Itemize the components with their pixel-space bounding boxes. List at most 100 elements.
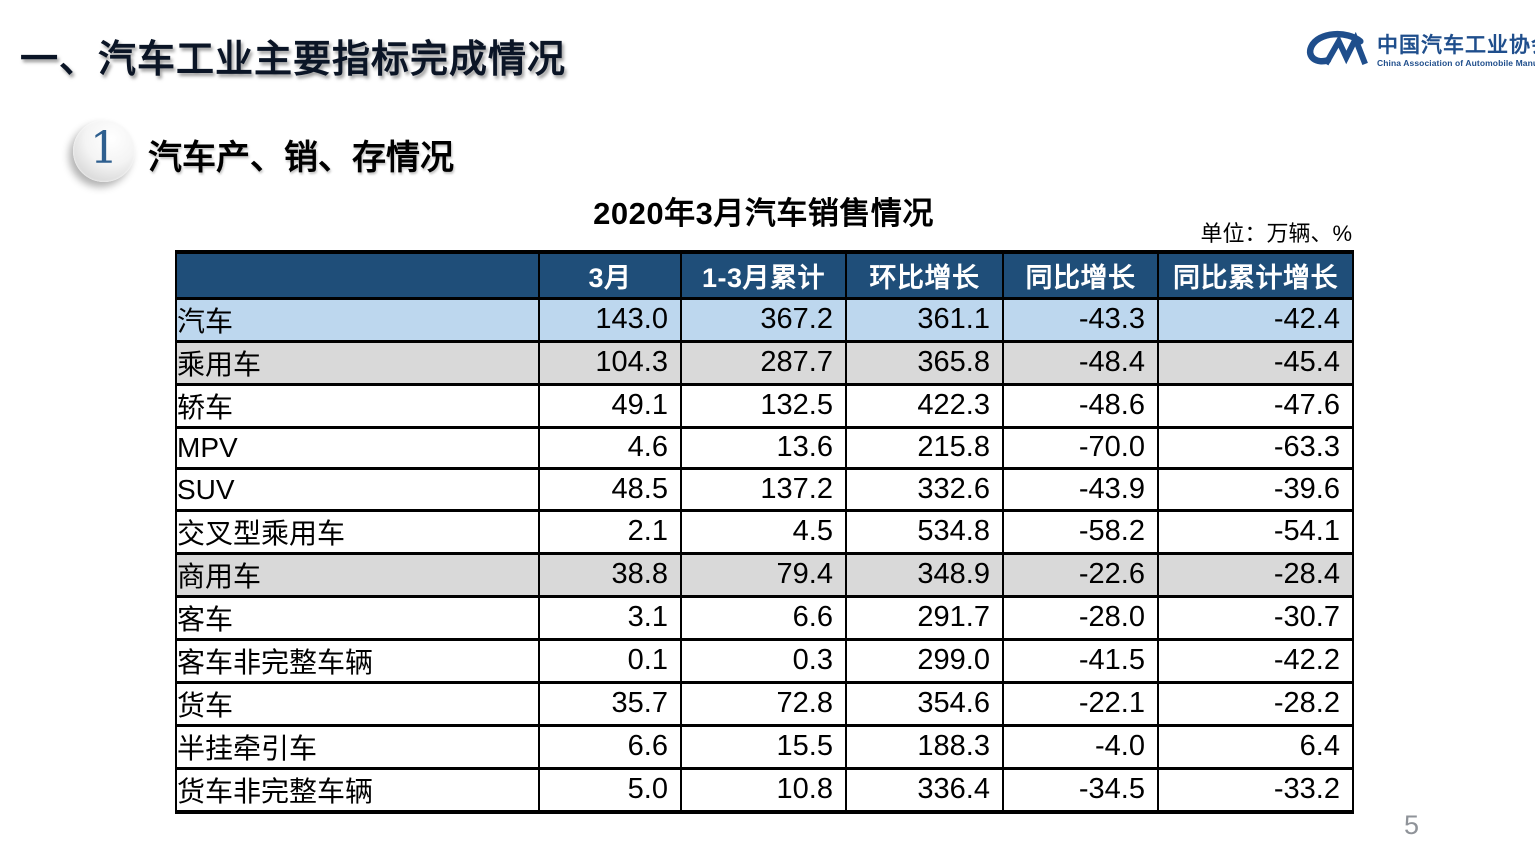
cell-value: 348.9 [845, 553, 1004, 598]
cell-value: -22.6 [1002, 553, 1159, 598]
cell-value: 79.4 [680, 553, 847, 598]
cell-value: 361.1 [845, 298, 1004, 343]
cell-value: -33.2 [1157, 768, 1354, 814]
table-row: 乘用车 104.3 287.7 365.8 -48.4 -45.4 [175, 341, 1354, 386]
table-row: 汽车 143.0 367.2 361.1 -43.3 -42.4 [175, 298, 1354, 343]
cell-value: 143.0 [538, 298, 682, 343]
section-number-badge: 1 [73, 120, 135, 182]
cell-value: 534.8 [845, 510, 1004, 555]
cell-value: -41.5 [1002, 639, 1159, 684]
cell-value: -63.3 [1157, 427, 1354, 471]
cell-value: 15.5 [680, 725, 847, 770]
cell-value: 104.3 [538, 341, 682, 386]
table-header-row: 3月 1-3月累计 环比增长 同比增长 同比累计增长 [175, 250, 1354, 300]
cell-value: 4.6 [538, 427, 682, 471]
row-label: 客车 [175, 596, 540, 641]
table-row: 货车 35.7 72.8 354.6 -22.1 -28.2 [175, 682, 1354, 727]
cell-value: -28.2 [1157, 682, 1354, 727]
cell-value: -43.9 [1002, 468, 1159, 512]
header-cell: 3月 [538, 250, 682, 300]
cell-value: -34.5 [1002, 768, 1159, 814]
row-label: 客车非完整车辆 [175, 639, 540, 684]
row-label: 交叉型乘用车 [175, 510, 540, 555]
cell-value: 49.1 [538, 384, 682, 429]
cell-value: 6.4 [1157, 725, 1354, 770]
table-row: 货车非完整车辆 5.0 10.8 336.4 -34.5 -33.2 [175, 768, 1354, 814]
cell-value: -39.6 [1157, 468, 1354, 512]
table-row: SUV 48.5 137.2 332.6 -43.9 -39.6 [175, 468, 1354, 512]
cell-value: 5.0 [538, 768, 682, 814]
table-row: 商用车 38.8 79.4 348.9 -22.6 -28.4 [175, 553, 1354, 598]
header-cell: 环比增长 [845, 250, 1004, 300]
section-number: 1 [90, 123, 118, 174]
cell-value: 0.3 [680, 639, 847, 684]
caam-logo-text: 中国汽车工业协会 China Association of Automobile… [1377, 34, 1535, 68]
cell-value: 354.6 [845, 682, 1004, 727]
row-label: SUV [175, 468, 540, 512]
cell-value: 336.4 [845, 768, 1004, 814]
cell-value: 367.2 [680, 298, 847, 343]
cell-value: 137.2 [680, 468, 847, 512]
row-label: 轿车 [175, 384, 540, 429]
cell-value: -28.0 [1002, 596, 1159, 641]
cell-value: -22.1 [1002, 682, 1159, 727]
cell-value: -42.2 [1157, 639, 1354, 684]
header-cell: 同比增长 [1002, 250, 1159, 300]
cell-value: 299.0 [845, 639, 1004, 684]
logo-name-en: China Association of Automobile Manufact… [1377, 58, 1535, 69]
cell-value: 132.5 [680, 384, 847, 429]
table-row: 客车 3.1 6.6 291.7 -28.0 -30.7 [175, 596, 1354, 641]
cell-value: 422.3 [845, 384, 1004, 429]
cell-value: -58.2 [1002, 510, 1159, 555]
cell-value: 10.8 [680, 768, 847, 814]
row-label: 汽车 [175, 298, 540, 343]
cell-value: 188.3 [845, 725, 1004, 770]
cell-value: -54.1 [1157, 510, 1354, 555]
cell-value: -45.4 [1157, 341, 1354, 386]
cell-value: 13.6 [680, 427, 847, 471]
row-label: 乘用车 [175, 341, 540, 386]
page-title: 一、汽车工业主要指标完成情况 [20, 39, 567, 81]
sales-table: 3月 1-3月累计 环比增长 同比增长 同比累计增长 汽车 143.0 367.2 361.1… [175, 250, 1354, 814]
cell-value: 0.1 [538, 639, 682, 684]
row-label: 半挂牵引车 [175, 725, 540, 770]
caam-logo: 中国汽车工业协会 China Association of Automobile… [1300, 24, 1535, 78]
section-title: 汽车产、销、存情况 [148, 139, 454, 177]
row-label: 货车非完整车辆 [175, 768, 540, 814]
row-label: MPV [175, 427, 540, 471]
cell-value: 2.1 [538, 510, 682, 555]
page-number: 5 [1404, 810, 1420, 840]
cell-value: 48.5 [538, 468, 682, 512]
cell-value: 6.6 [680, 596, 847, 641]
header-cell: 1-3月累计 [680, 250, 847, 300]
cell-value: -47.6 [1157, 384, 1354, 429]
table-row: 轿车 49.1 132.5 422.3 -48.6 -47.6 [175, 384, 1354, 429]
table-row: 半挂牵引车 6.6 15.5 188.3 -4.0 6.4 [175, 725, 1354, 770]
cell-value: -28.4 [1157, 553, 1354, 598]
cell-value: -48.4 [1002, 341, 1159, 386]
cell-value: 332.6 [845, 468, 1004, 512]
table-body: 汽车 143.0 367.2 361.1 -43.3 -42.4 乘用车 104.3 287.7… [175, 298, 1354, 814]
table-row: 客车非完整车辆 0.1 0.3 299.0 -41.5 -42.2 [175, 639, 1354, 684]
cell-value: 365.8 [845, 341, 1004, 386]
cell-value: 4.5 [680, 510, 847, 555]
header-cell: 同比累计增长 [1157, 250, 1354, 300]
cell-value: 215.8 [845, 427, 1004, 471]
cell-value: 287.7 [680, 341, 847, 386]
cell-value: -42.4 [1157, 298, 1354, 343]
cell-value: 291.7 [845, 596, 1004, 641]
cell-value: -30.7 [1157, 596, 1354, 641]
caam-cm-logo-icon [1306, 31, 1368, 66]
cell-value: 35.7 [538, 682, 682, 727]
table-title: 2020年3月汽车销售情况 [593, 196, 934, 231]
cell-value: -4.0 [1002, 725, 1159, 770]
cell-value: -48.6 [1002, 384, 1159, 429]
cell-value: -70.0 [1002, 427, 1159, 471]
logo-name-cn: 中国汽车工业协会 [1377, 33, 1535, 57]
header-cell-label [175, 250, 540, 300]
table-row: MPV 4.6 13.6 215.8 -70.0 -63.3 [175, 427, 1354, 471]
cell-value: -43.3 [1002, 298, 1159, 343]
cell-value: 38.8 [538, 553, 682, 598]
cell-value: 72.8 [680, 682, 847, 727]
